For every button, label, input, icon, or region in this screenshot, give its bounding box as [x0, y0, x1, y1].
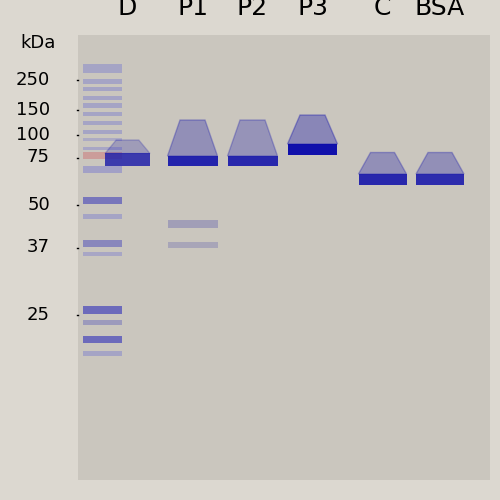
FancyBboxPatch shape: [84, 320, 122, 325]
FancyBboxPatch shape: [105, 154, 150, 166]
Text: 25: 25: [27, 306, 50, 324]
FancyBboxPatch shape: [84, 196, 122, 203]
Text: 75: 75: [27, 148, 50, 166]
FancyBboxPatch shape: [84, 240, 122, 246]
FancyBboxPatch shape: [168, 220, 218, 228]
FancyBboxPatch shape: [84, 214, 122, 218]
Text: P2: P2: [237, 0, 268, 20]
Text: D: D: [118, 0, 137, 20]
FancyBboxPatch shape: [84, 86, 122, 91]
FancyBboxPatch shape: [228, 156, 278, 166]
Text: 50: 50: [27, 196, 50, 214]
FancyBboxPatch shape: [84, 351, 122, 356]
Text: 150: 150: [16, 101, 50, 119]
FancyBboxPatch shape: [84, 130, 122, 134]
FancyBboxPatch shape: [84, 121, 122, 125]
FancyBboxPatch shape: [84, 96, 122, 100]
Text: 250: 250: [16, 71, 50, 89]
FancyBboxPatch shape: [168, 242, 218, 248]
FancyBboxPatch shape: [84, 112, 122, 116]
Polygon shape: [288, 115, 338, 144]
FancyBboxPatch shape: [84, 64, 122, 72]
Polygon shape: [416, 152, 464, 174]
Polygon shape: [228, 120, 278, 156]
FancyBboxPatch shape: [84, 78, 122, 84]
FancyBboxPatch shape: [288, 144, 338, 155]
Polygon shape: [168, 120, 218, 156]
Text: 100: 100: [16, 126, 50, 144]
FancyBboxPatch shape: [78, 35, 490, 480]
FancyBboxPatch shape: [84, 166, 122, 172]
Polygon shape: [358, 152, 406, 174]
Text: C: C: [374, 0, 391, 20]
FancyBboxPatch shape: [84, 103, 122, 108]
Text: BSA: BSA: [415, 0, 465, 20]
Polygon shape: [105, 140, 150, 153]
FancyBboxPatch shape: [84, 252, 122, 256]
FancyBboxPatch shape: [84, 306, 122, 314]
FancyBboxPatch shape: [84, 146, 122, 150]
FancyBboxPatch shape: [358, 174, 406, 185]
FancyBboxPatch shape: [416, 174, 464, 185]
FancyBboxPatch shape: [84, 336, 122, 342]
FancyBboxPatch shape: [84, 138, 122, 141]
Text: P3: P3: [297, 0, 328, 20]
FancyBboxPatch shape: [84, 152, 122, 158]
Text: P1: P1: [177, 0, 208, 20]
Text: kDa: kDa: [20, 34, 56, 52]
Text: 37: 37: [27, 238, 50, 256]
FancyBboxPatch shape: [168, 156, 218, 166]
